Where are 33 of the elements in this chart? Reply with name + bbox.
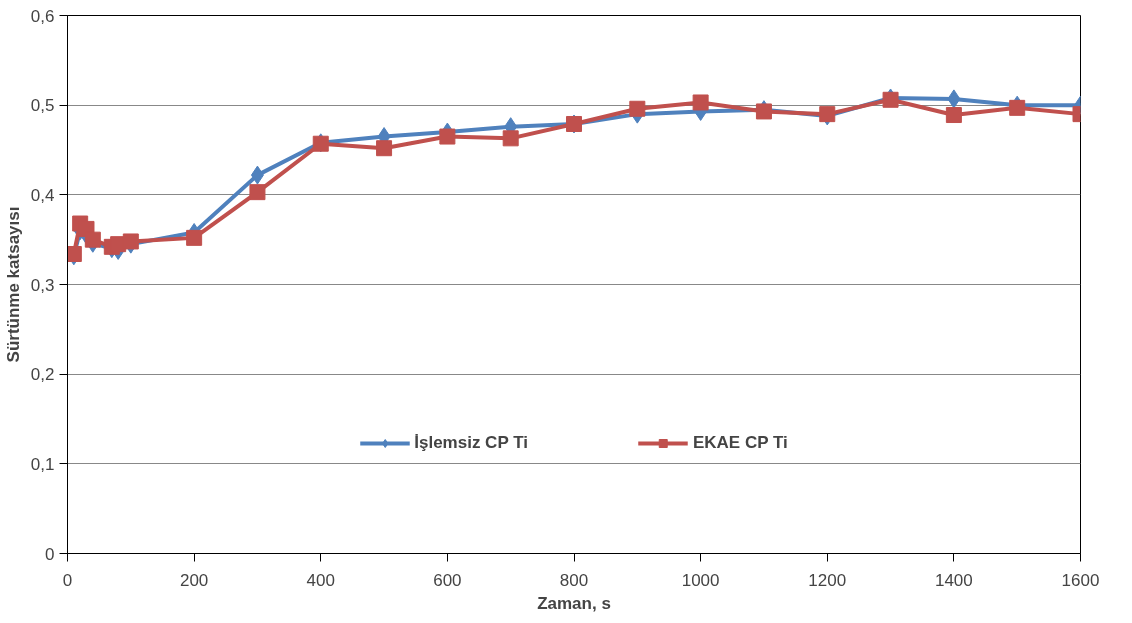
x-tick-label: 1400 [934, 570, 973, 590]
y-tick-label: 0,1 [30, 454, 55, 474]
y-tick-label: 0,4 [30, 185, 55, 205]
point [629, 100, 646, 117]
point [84, 231, 101, 248]
legend-label: İşlemsiz CP Ti [414, 433, 528, 453]
y-tick-label: 0,6 [30, 6, 55, 26]
x-tick-label: 1600 [1061, 570, 1100, 590]
x-tick-label: 200 [179, 570, 209, 590]
y-tick-label: 0 [45, 544, 55, 564]
point [439, 128, 456, 145]
x-axis-title: Zaman, s [537, 593, 611, 613]
x-tick-label: 0 [62, 570, 73, 590]
x-tick-label: 1000 [681, 570, 720, 590]
point [249, 184, 266, 201]
point [122, 233, 139, 250]
point [186, 229, 203, 246]
point [250, 165, 264, 185]
legend-label: EKAE CP Ti [692, 433, 788, 453]
x-tick-label: 1200 [808, 570, 847, 590]
point [502, 130, 519, 147]
point [692, 94, 709, 111]
y-tick-label: 0,3 [30, 275, 55, 295]
x-tick-label: 400 [306, 570, 335, 590]
y-tick-label: 0,5 [30, 96, 55, 116]
point [947, 89, 961, 109]
x-tick-label: 600 [433, 570, 462, 590]
point [376, 140, 393, 157]
y-tick-label: 0,2 [30, 365, 55, 385]
y-axis-title: Sürtünme katsayısı [3, 206, 23, 363]
x-tick-label: 800 [559, 570, 589, 590]
point [1009, 99, 1026, 116]
point [945, 107, 962, 124]
